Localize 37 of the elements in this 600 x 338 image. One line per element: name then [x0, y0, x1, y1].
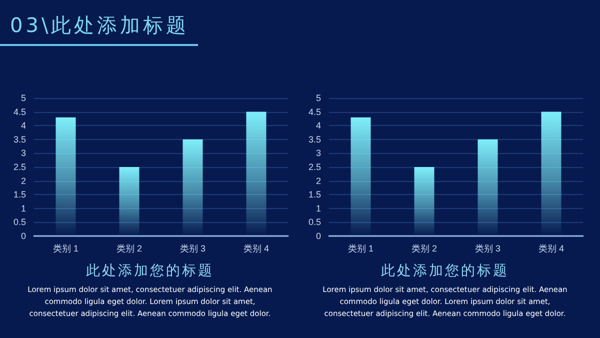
y-tick-label: 0 — [20, 231, 26, 241]
text: 此处添加您的标题 — [85, 262, 215, 280]
y-tick-label: 3.5 — [13, 134, 26, 144]
y-tick-label: 0 — [316, 231, 321, 241]
y-tick-label: 4.5 — [308, 106, 321, 117]
bar — [414, 167, 434, 236]
y-tick-label: 0.5 — [308, 217, 321, 228]
y-tick-label: 1 — [20, 203, 26, 214]
text: 03\此处添加标题 — [10, 12, 190, 39]
y-tick-label: 3.5 — [308, 134, 321, 144]
bar — [119, 167, 140, 236]
y-tick-label: 2.5 — [13, 162, 26, 172]
bar — [182, 139, 203, 236]
x-tick-label: 类别 3 — [180, 244, 206, 254]
bar — [478, 139, 498, 236]
y-tick-label: 4 — [20, 120, 26, 131]
y-tick-label: 2.5 — [308, 162, 321, 172]
y-tick-label: 3 — [316, 148, 321, 158]
y-tick-label: 4 — [316, 120, 321, 131]
x-tick-label: 类别 4 — [538, 244, 564, 254]
y-tick-label: 2 — [20, 176, 26, 186]
text: 此处添加您的标题 — [380, 262, 510, 280]
x-tick-label: 类别 2 — [411, 244, 438, 254]
y-tick-label: 4.5 — [13, 106, 26, 117]
y-tick-label: 0.5 — [13, 217, 26, 228]
x-tick-label: 类别 1 — [52, 244, 79, 254]
y-tick-label: 3 — [20, 148, 26, 158]
y-tick-label: 1.5 — [13, 190, 26, 200]
y-tick-label: 1 — [316, 203, 321, 214]
y-tick-label: 2 — [316, 176, 321, 186]
y-tick-label: 5 — [20, 93, 26, 103]
y-tick-label: 5 — [316, 93, 321, 103]
x-tick-label: 类别 1 — [348, 244, 374, 254]
x-tick-label: 类别 4 — [243, 244, 270, 254]
x-tick-label: 类别 3 — [474, 244, 501, 254]
x-tick-label: 类别 2 — [116, 244, 142, 254]
y-tick-label: 1.5 — [308, 190, 321, 200]
